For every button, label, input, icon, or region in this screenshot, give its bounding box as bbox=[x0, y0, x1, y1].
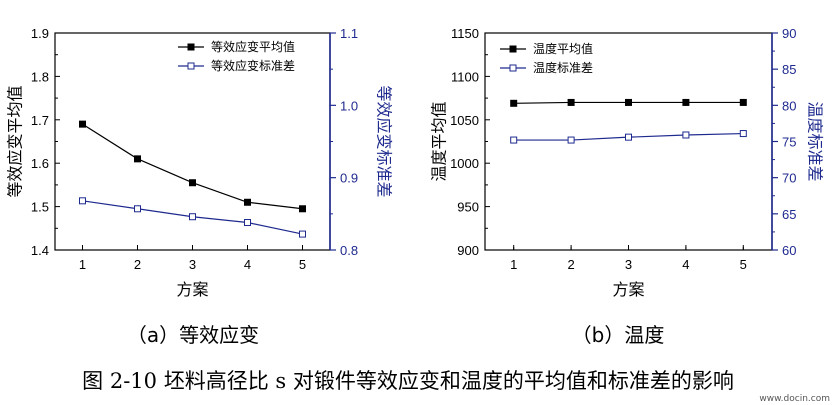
chart-b-series-std-point: 75.2 bbox=[567, 136, 575, 144]
chart-a-legend-label: 等效应变平均值 bbox=[211, 39, 295, 54]
chart-b-y-tick-label: 950 bbox=[457, 200, 479, 215]
chart-b-series-std-point: 76.1 bbox=[739, 130, 747, 138]
chart-a-x-tick-label: 3 bbox=[189, 257, 196, 272]
chart-b-y2-tick-label: 75 bbox=[782, 135, 796, 150]
chart-b-x-axis-title: 方案 bbox=[612, 280, 644, 299]
chart-a-y2-axis-title: 等效应变标准差 bbox=[375, 85, 394, 197]
chart-a-legend-label: 等效应变标准差 bbox=[211, 58, 295, 73]
chart-b-x-tick-label: 2 bbox=[567, 257, 574, 272]
chart-b-y-axis-title: 温度平均值 bbox=[430, 101, 449, 181]
chart-a-y-tick-label: 1.8 bbox=[31, 69, 49, 84]
chart-b-series-mean-point: 1070 bbox=[682, 98, 690, 106]
chart-a-legend-marker bbox=[187, 62, 195, 70]
chart-a-x-tick-label: 5 bbox=[299, 257, 306, 272]
chart-b-y2-tick-label: 65 bbox=[782, 207, 796, 222]
chart-a-y2-tick-label: 0.9 bbox=[340, 171, 358, 186]
chart-a-y-axis-title: 等效应变平均值 bbox=[6, 85, 25, 197]
chart-a-y-tick-label: 1.5 bbox=[31, 200, 49, 215]
chart-b-y2-tick-label: 70 bbox=[782, 171, 796, 186]
chart-a-x-tick-label: 2 bbox=[134, 257, 141, 272]
chart-b-series-mean-point: 1070 bbox=[567, 98, 575, 106]
chart-a-series-mean-point: 1.555 bbox=[189, 179, 196, 187]
chart-a-series-mean-point: 1.51 bbox=[244, 198, 251, 206]
chart-b-series-std-point: 75.6 bbox=[625, 133, 632, 141]
chart-a-y-tick-label: 1.4 bbox=[31, 243, 49, 258]
watermark-text: www.docin.com bbox=[759, 394, 830, 404]
chart-b-series-mean-point: 1070 bbox=[739, 98, 747, 106]
chart-b-x-tick-label: 5 bbox=[740, 257, 747, 272]
chart-b-legend-label: 温度标准差 bbox=[533, 60, 593, 75]
chart-b-legend-label: 温度平均值 bbox=[533, 41, 593, 56]
chart-a-y-tick-label: 1.6 bbox=[31, 156, 49, 171]
chart-b-series-mean-point: 1070 bbox=[625, 98, 632, 106]
chart-a-series-mean-point: 1.495 bbox=[299, 205, 306, 213]
chart-a-series-std-point: 0.868 bbox=[79, 197, 86, 205]
chart-a-series-mean-point: 1.69 bbox=[79, 120, 86, 128]
chart-b-x-tick-label: 1 bbox=[510, 257, 517, 272]
figure-caption: 图 2-10 坯料高径比 s 对锻件等效应变和温度的平均值和标准差的影响 bbox=[82, 369, 734, 393]
chart-a-series-std-point: 0.838 bbox=[244, 219, 251, 227]
chart-a-x-tick-label: 4 bbox=[244, 257, 251, 272]
chart-a-y2-tick-label: 0.8 bbox=[340, 243, 358, 258]
chart-b-y2-axis-title: 温度标准差 bbox=[806, 101, 825, 181]
chart-a-series-std-point: 0.857 bbox=[134, 205, 141, 213]
chart-a-legend-marker bbox=[187, 43, 195, 51]
chart-b-series-std-point: 75.2 bbox=[510, 136, 518, 144]
chart-a-series-std-point: 0.822 bbox=[299, 230, 306, 238]
chart-b-y2-tick-label: 85 bbox=[782, 62, 796, 77]
chart-a-y2-tick-label: 1.0 bbox=[340, 98, 358, 113]
chart-a-y-tick-label: 1.9 bbox=[31, 26, 49, 41]
chart-b-y-tick-label: 1000 bbox=[450, 156, 479, 171]
chart-a-x-axis-title: 方案 bbox=[176, 280, 208, 299]
chart-b-legend-marker bbox=[509, 64, 517, 72]
chart-b-series-std-point: 75.9 bbox=[682, 131, 690, 139]
chart-a-series-mean-point: 1.61 bbox=[134, 155, 141, 163]
chart-b-y2-tick-label: 90 bbox=[782, 26, 796, 41]
chart-b-y-tick-label: 1150 bbox=[451, 26, 479, 41]
chart-b-plot-frame bbox=[484, 32, 773, 251]
chart-b-subtitle: （b）温度 bbox=[572, 323, 665, 347]
chart-b-y-tick-label: 1100 bbox=[451, 69, 479, 84]
chart-b-y-tick-label: 900 bbox=[457, 243, 479, 258]
chart-a-series-mean-line bbox=[82, 123, 303, 210]
chart-b-x-tick-label: 4 bbox=[682, 257, 689, 272]
chart-a-subtitle: （a）等效应变 bbox=[127, 323, 259, 347]
chart-b-legend-marker bbox=[509, 45, 517, 53]
chart-a-x-tick-label: 1 bbox=[79, 257, 86, 272]
chart-a-y2-tick-label: 1.1 bbox=[340, 26, 358, 41]
chart-b-y2-tick-label: 60 bbox=[782, 243, 796, 258]
chart-b-series-mean-point: 1069 bbox=[510, 99, 518, 107]
chart-b-y-tick-label: 1050 bbox=[450, 113, 479, 128]
chart-b-y2-tick-label: 80 bbox=[782, 98, 796, 113]
chart-a-y-tick-label: 1.7 bbox=[31, 113, 49, 128]
chart-a-series-std-point: 0.846 bbox=[189, 213, 196, 221]
chart-b-x-tick-label: 3 bbox=[625, 257, 632, 272]
